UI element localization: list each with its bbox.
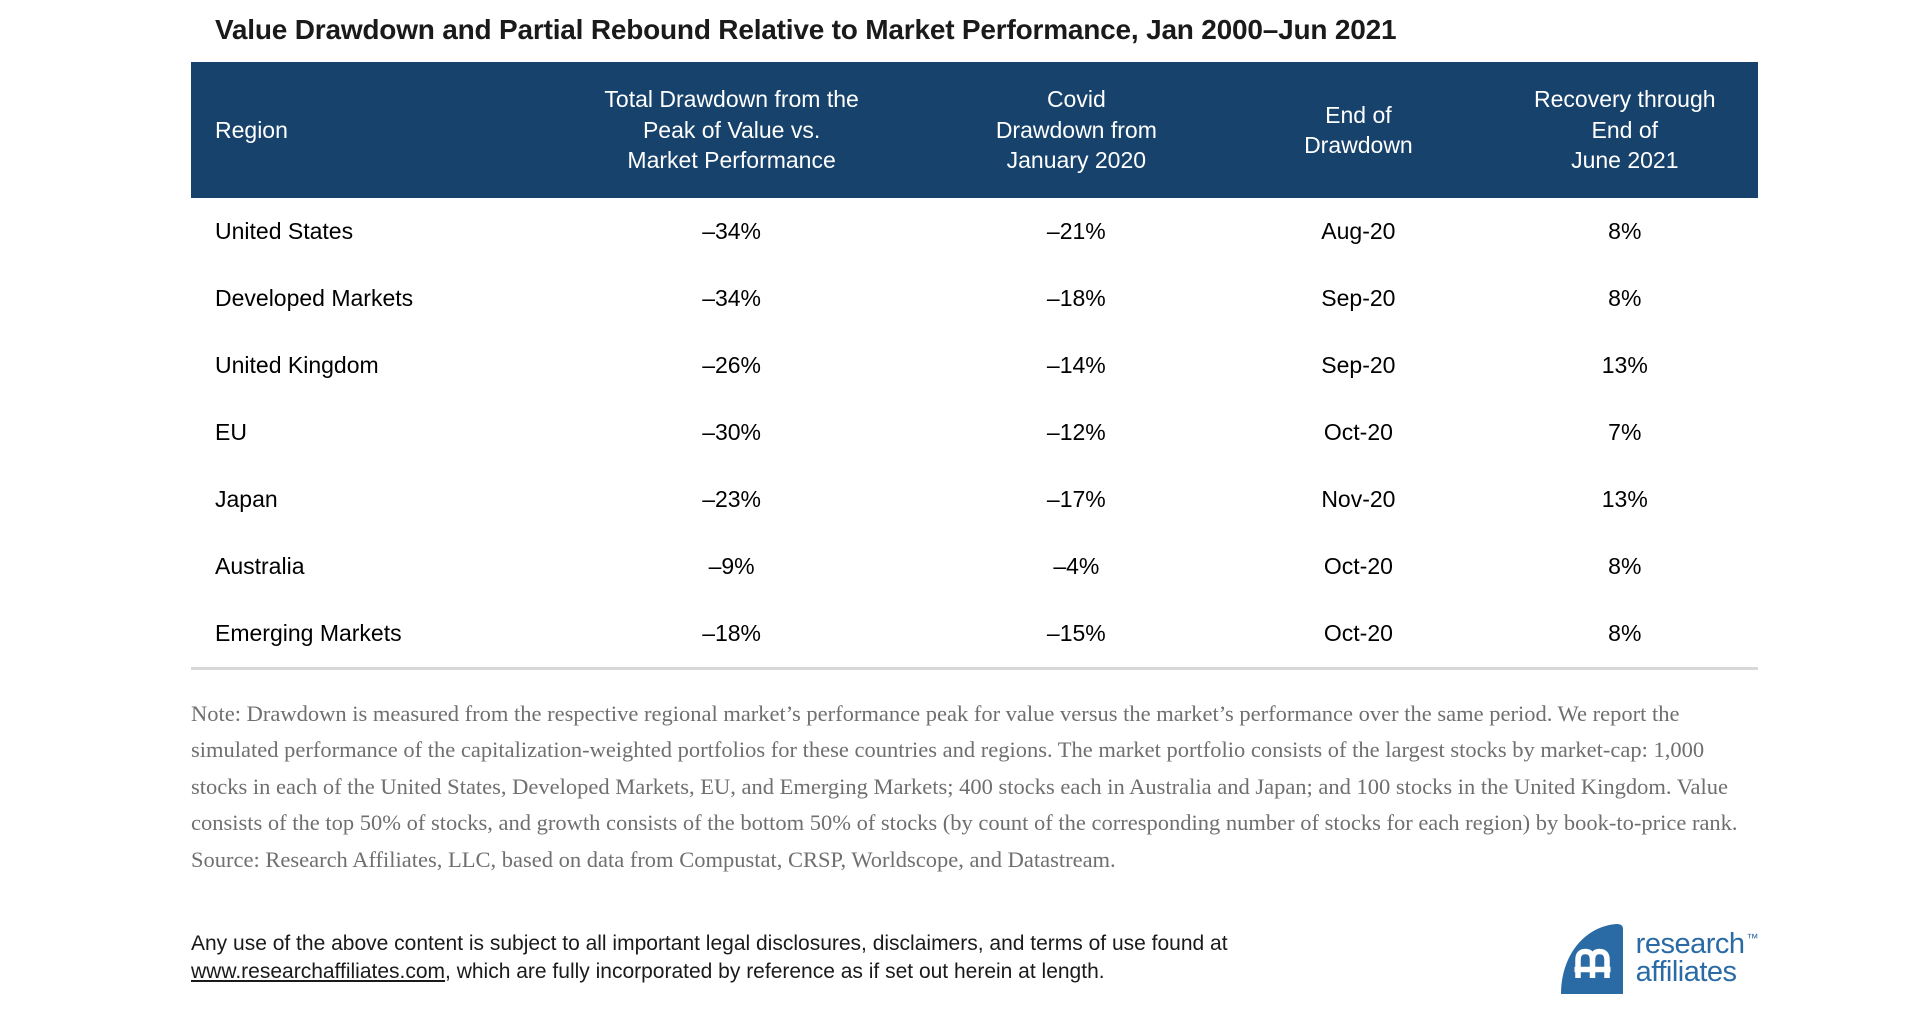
value-cell: –4% (1053, 553, 1100, 579)
value-cell: 8% (1608, 620, 1642, 646)
logo-line-1: research ™ (1635, 927, 1759, 960)
column-header-region: Region (191, 62, 536, 198)
value-cell: –23% (702, 486, 762, 512)
value-cell: Oct-20 (1323, 553, 1393, 579)
drawdown-table: Region Total Drawdown from the Peak of V… (191, 62, 1758, 667)
table-body: United States –34% –21% Aug-20 8% Developed M… (191, 198, 1758, 667)
region-cell: United Kingdom (215, 352, 379, 378)
legal-text: Any use of the above content is subject … (191, 930, 1371, 986)
value-cell: –9% (708, 553, 755, 579)
page: Value Drawdown and Partial Rebound Relat… (191, 14, 1759, 995)
table-row: Japan –23% –17% Nov-20 13% (191, 466, 1758, 533)
region-cell: United States (215, 218, 354, 244)
value-cell: Sep-20 (1321, 352, 1396, 378)
ra-logo-wordmark: research ™ affiliates (1635, 927, 1759, 989)
notes-block: Note: Drawdown is measured from the resp… (191, 696, 1758, 878)
value-cell: 8% (1608, 218, 1642, 244)
note-text: Note: Drawdown is measured from the resp… (191, 701, 1738, 836)
value-cell: –17% (1046, 486, 1106, 512)
research-affiliates-logo: research ™ affiliates (1560, 922, 1759, 995)
region-cell: EU (215, 419, 247, 445)
column-header-total-drawdown: Total Drawdown from the Peak of Value vs… (535, 62, 928, 198)
value-cell: 7% (1608, 419, 1642, 445)
value-cell: Oct-20 (1323, 620, 1393, 646)
table-row: Australia –9% –4% Oct-20 8% (191, 533, 1758, 600)
table-header-row: Region Total Drawdown from the Peak of V… (191, 62, 1758, 198)
table-row: Developed Markets –34% –18% Sep-20 8% (191, 265, 1758, 332)
value-cell: 8% (1608, 553, 1642, 579)
value-cell: 8% (1608, 285, 1642, 311)
value-cell: –18% (702, 620, 762, 646)
value-cell: –18% (1046, 285, 1106, 311)
column-header-covid-drawdown: Covid Drawdown from January 2020 (927, 62, 1226, 198)
table-row: United Kingdom –26% –14% Sep-20 13% (191, 332, 1758, 399)
value-cell: Aug-20 (1321, 218, 1396, 244)
region-cell: Developed Markets (215, 285, 414, 311)
table-row: United States –34% –21% Aug-20 8% (191, 198, 1758, 265)
trademark-symbol: ™ (1746, 930, 1759, 945)
column-header-recovery: Recovery through End of June 2021 (1491, 62, 1758, 198)
value-cell: 13% (1601, 486, 1648, 512)
value-cell: –26% (702, 352, 762, 378)
region-cell: Emerging Markets (215, 620, 402, 646)
value-cell: Oct-20 (1323, 419, 1393, 445)
value-cell: –15% (1046, 620, 1106, 646)
region-cell: Australia (215, 553, 305, 579)
value-cell: Sep-20 (1321, 285, 1396, 311)
value-cell: –14% (1046, 352, 1106, 378)
value-cell: –12% (1046, 419, 1106, 445)
value-cell: –30% (702, 419, 762, 445)
region-cell: Japan (215, 486, 278, 512)
page-title: Value Drawdown and Partial Rebound Relat… (215, 14, 1397, 45)
column-header-end-of-drawdown: End of Drawdown (1225, 62, 1492, 198)
legal-prefix: Any use of the above content is subject … (191, 932, 1228, 956)
value-cell: –34% (702, 285, 762, 311)
value-cell: Nov-20 (1321, 486, 1396, 512)
legal-suffix: , which are fully incorporated by refere… (445, 960, 1105, 984)
table-row: EU –30% –12% Oct-20 7% (191, 399, 1758, 466)
value-cell: –21% (1046, 218, 1106, 244)
ra-monogram-icon (1560, 924, 1623, 995)
value-cell: –34% (702, 218, 762, 244)
table-bottom-rule (191, 667, 1758, 670)
table-row: Emerging Markets –18% –15% Oct-20 8% (191, 600, 1758, 667)
footer: Any use of the above content is subject … (191, 922, 1759, 995)
value-cell: 13% (1601, 352, 1648, 378)
source-text: Source: Research Affiliates, LLC, based … (191, 846, 1116, 872)
logo-line-2: affiliates (1635, 956, 1737, 989)
legal-link[interactable]: www.researchaffiliates.com (191, 960, 446, 984)
